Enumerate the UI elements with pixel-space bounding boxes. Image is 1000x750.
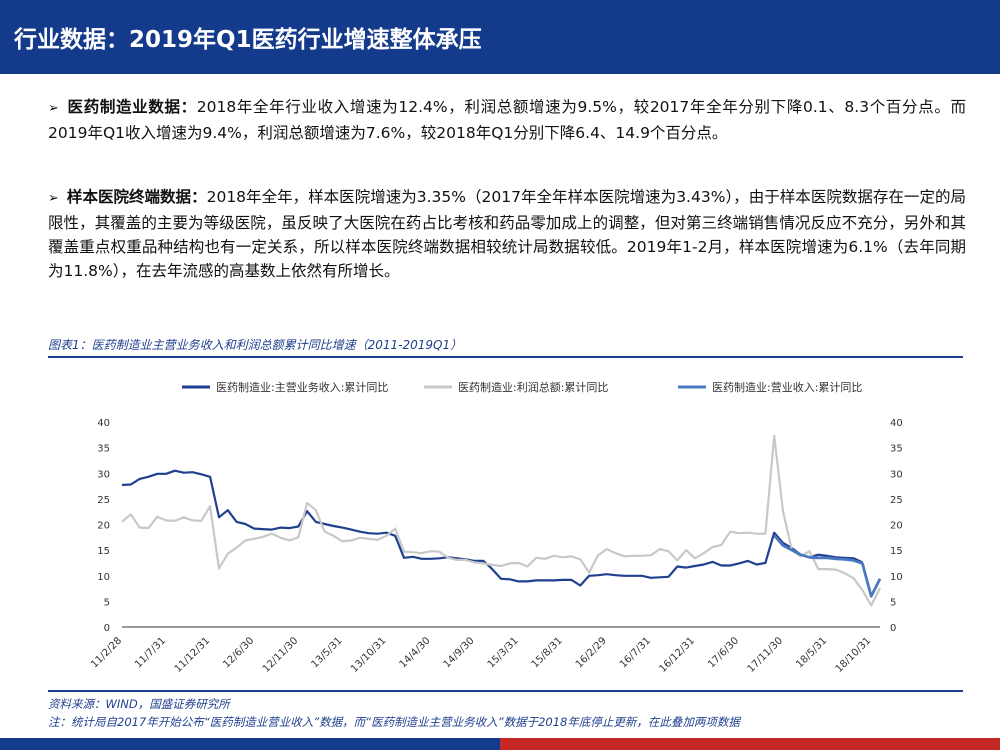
footer-bar <box>0 738 1000 750</box>
x-tick-label: 13/10/31 <box>349 635 389 675</box>
x-tick-label: 11/7/31 <box>133 635 168 670</box>
footer-bar-red <box>500 738 1000 750</box>
y2-tick-label: 25 <box>890 495 903 506</box>
chart-series <box>121 434 882 607</box>
paragraph-text: 2018年全年行业收入增速为12.4%，利润总额增速为9.5%，较2017年全年… <box>48 98 966 142</box>
y-tick-label: 30 <box>97 469 110 480</box>
y-tick-label: 40 <box>97 418 110 429</box>
bullet-arrow-icon: ➢ <box>48 101 59 116</box>
chart-axes: 0 5 10 15 20 25 30 35 40 0 5 10 15 20 25 30 35 40 11/2/28 1… <box>89 418 903 675</box>
y2-tick-label: 0 <box>890 623 896 634</box>
x-tick-label: 14/4/30 <box>398 635 433 670</box>
series-line-1 <box>121 469 863 587</box>
x-tick-label: 16/7/31 <box>618 635 653 670</box>
x-tick-label: 17/11/30 <box>746 635 786 675</box>
paragraph-text: 2018年全年，样本医院增速为3.35%（2017年全年样本医院增速为3.43%… <box>48 188 966 280</box>
x-tick-label: 12/11/30 <box>261 635 301 675</box>
x-tick-label: 15/8/31 <box>530 635 565 670</box>
y2-tick-label: 20 <box>890 521 903 532</box>
legend-label: 医药制造业:营业收入:累计同比 <box>712 380 862 394</box>
footer-bar-blue <box>0 738 500 750</box>
chart-legend: 医药制造业:主营业务收入:累计同比 医药制造业:利润总额:累计同比 医药制造业:营业… <box>182 380 862 394</box>
y2-tick-label: 15 <box>890 546 903 557</box>
y-tick-label: 10 <box>97 572 110 583</box>
x-tick-label: 11/2/28 <box>89 635 124 670</box>
paragraph-hospital: ➢ 样本医院终端数据：2018年全年，样本医院增速为3.35%（2017年全年样本… <box>48 185 966 283</box>
bullet-arrow-icon: ➢ <box>48 191 59 206</box>
y-tick-label: 35 <box>97 444 110 455</box>
y2-tick-label: 30 <box>890 469 903 480</box>
legend-label: 医药制造业:主营业务收入:累计同比 <box>216 380 388 394</box>
y2-tick-label: 5 <box>890 597 896 608</box>
y-tick-label: 20 <box>97 521 110 532</box>
x-tick-label: 15/3/31 <box>486 635 521 670</box>
y-tick-label: 25 <box>97 495 110 506</box>
y-tick-label: 5 <box>104 597 110 608</box>
x-tick-label: 18/5/31 <box>794 635 829 670</box>
x-tick-label: 17/6/30 <box>706 635 741 670</box>
x-tick-label: 11/12/31 <box>173 635 213 675</box>
header-bar: 行业数据：2019年Q1医药行业增速整体承压 <box>0 0 1000 74</box>
x-tick-label: 18/10/31 <box>834 635 874 675</box>
x-tick-label: 12/6/30 <box>221 635 256 670</box>
line-chart: 医药制造业:主营业务收入:累计同比 医药制造业:利润总额:累计同比 医药制造业:营业… <box>89 380 903 675</box>
figure-source: 资料来源：WIND，国盛证券研究所 <box>48 697 230 711</box>
figure-note: 注：统计局自2017年开始公布“医药制造业营业收入”数据，而“医药制造业主营业务… <box>48 715 740 729</box>
x-tick-label: 16/12/31 <box>657 635 697 675</box>
figure-top-rule <box>48 356 963 358</box>
series-line-2 <box>121 434 881 607</box>
paragraph-lead: 样本医院终端数据： <box>66 188 207 206</box>
legend-label: 医药制造业:利润总额:累计同比 <box>458 380 608 394</box>
x-tick-label: 14/9/30 <box>442 635 477 670</box>
paragraph-lead: 医药制造业数据： <box>66 98 197 116</box>
y-tick-label: 0 <box>104 623 110 634</box>
series-line-3 <box>773 534 882 598</box>
figure-bottom-rule <box>48 690 963 692</box>
figure-caption: 图表1：医药制造业主营业务收入和利润总额累计同比增速（2011-2019Q1） <box>48 338 463 352</box>
x-tick-label: 13/5/31 <box>309 635 344 670</box>
paragraph-manufacturing: ➢ 医药制造业数据：2018年全年行业收入增速为12.4%，利润总额增速为9.5%… <box>48 95 966 145</box>
page-title: 行业数据：2019年Q1医药行业增速整体承压 <box>14 27 482 53</box>
y2-tick-label: 40 <box>890 418 903 429</box>
y2-tick-label: 10 <box>890 572 903 583</box>
y-tick-label: 15 <box>97 546 110 557</box>
x-tick-label: 16/2/29 <box>574 635 609 670</box>
y2-tick-label: 35 <box>890 444 903 455</box>
